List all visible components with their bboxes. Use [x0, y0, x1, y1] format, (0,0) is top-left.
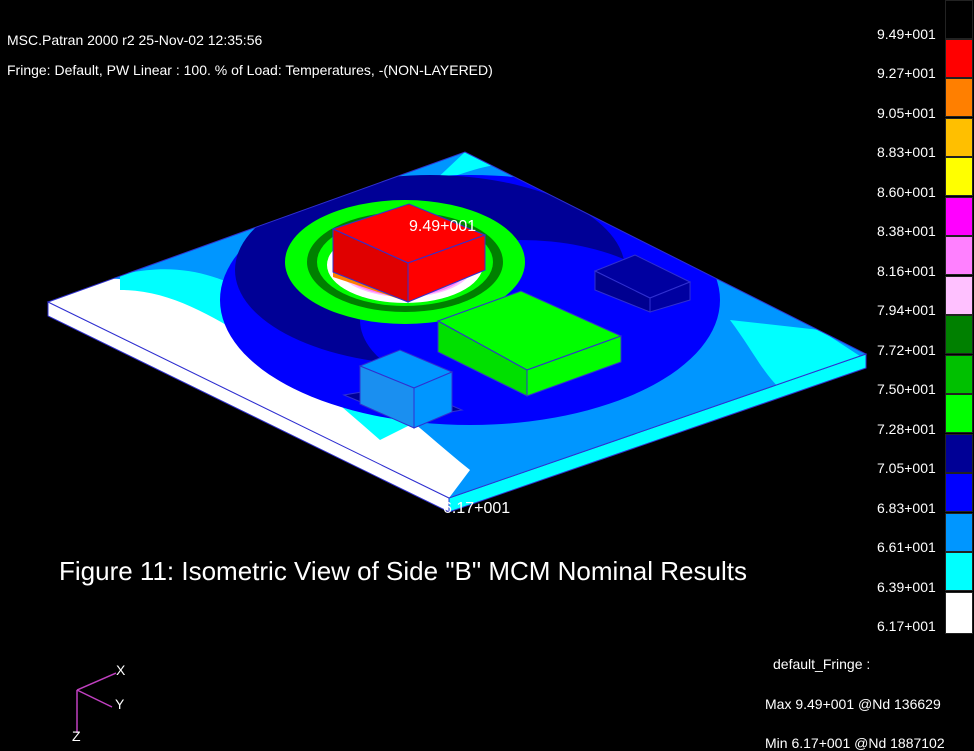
legend-tick: 6.17+001 [877, 618, 936, 634]
legend-tick: 9.27+001 [877, 65, 936, 81]
legend-tick: 7.50+001 [877, 381, 936, 397]
legend-swatch [945, 197, 973, 236]
legend-tick: 8.38+001 [877, 223, 936, 239]
legend-tick: 8.16+001 [877, 263, 936, 279]
legend-tick: 7.72+001 [877, 342, 936, 358]
legend-swatch [945, 0, 973, 39]
axis-x-label: X [116, 662, 126, 678]
title-header: MSC.Patran 2000 r2 25-Nov-02 12:35:56 [7, 32, 263, 48]
legend-swatch [945, 118, 973, 157]
light-blue-chip [342, 349, 464, 429]
axis-z-label: Z [72, 728, 81, 744]
legend-swatch [945, 513, 973, 552]
legend-tick: 9.49+001 [877, 26, 936, 42]
legend-tick: 7.05+001 [877, 460, 936, 476]
legend-swatch [945, 355, 973, 394]
legend-tick: 6.83+001 [877, 500, 936, 516]
legend-swatch [945, 39, 973, 78]
board-top-outline [46, 151, 868, 499]
legend-tick: 7.94+001 [877, 302, 936, 318]
legend-swatch [945, 315, 973, 354]
legend-swatch [945, 473, 973, 512]
figure-caption: Figure 11: Isometric View of Side "B" MC… [59, 556, 747, 586]
legend-swatch [945, 552, 973, 591]
dark-blue-chip [593, 254, 692, 313]
legend-tick: 8.83+001 [877, 144, 936, 160]
legend-tick: 6.61+001 [877, 539, 936, 555]
legend-swatch [945, 434, 973, 473]
fringe-header: Fringe: Default, PW Linear : 100. % of L… [7, 62, 493, 78]
fringe-min: Min 6.17+001 @Nd 1887102 [765, 735, 945, 751]
legend-swatch [945, 394, 973, 433]
color-legend [945, 0, 973, 634]
legend-tick: 9.05+001 [877, 105, 936, 121]
legend-swatch [945, 236, 973, 275]
legend-tick: 8.60+001 [877, 184, 936, 200]
fringe-name: default_Fringe : [773, 656, 871, 672]
legend-swatch [945, 157, 973, 196]
green-chip [436, 290, 623, 397]
legend-swatch [945, 276, 973, 315]
legend-tick: 7.28+001 [877, 421, 936, 437]
axis-triad [76, 672, 117, 733]
legend-tick: 6.39+001 [877, 579, 936, 595]
axis-y-label: Y [115, 696, 125, 712]
max-value-label: 9.49+001 [409, 218, 477, 235]
hot-chip [331, 203, 487, 303]
fringe-max: Max 9.49+001 @Nd 136629 [765, 696, 941, 712]
min-value-label: 6.17+001 [443, 500, 511, 517]
legend-swatch [945, 592, 973, 634]
legend-swatch [945, 78, 973, 117]
